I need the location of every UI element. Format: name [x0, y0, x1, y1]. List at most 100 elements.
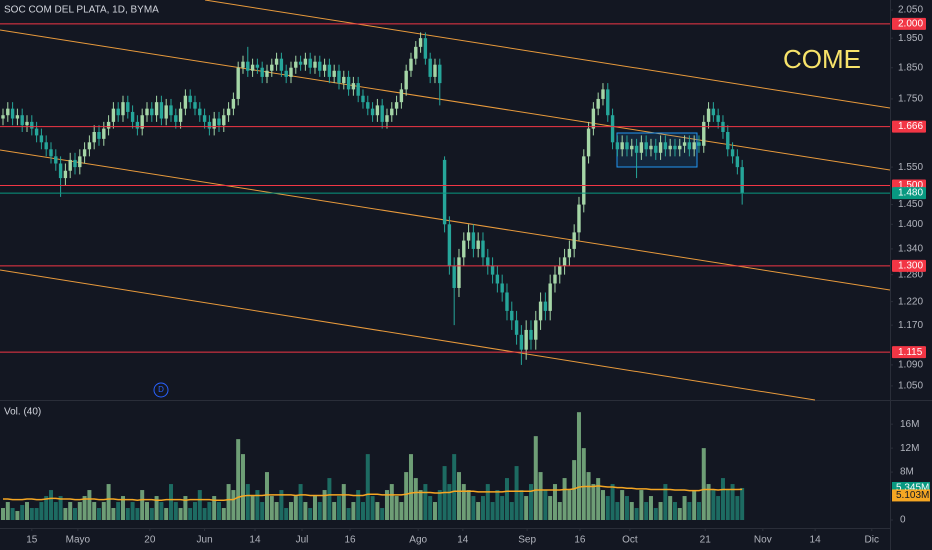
candle-body	[44, 142, 48, 150]
candle-body	[610, 115, 615, 143]
volume-bar	[519, 490, 524, 520]
candle-body	[337, 70, 341, 84]
volume-bar	[466, 490, 471, 520]
candle-body	[630, 145, 634, 150]
last-price-line-label: 1.480	[898, 188, 923, 199]
x-tick-label: 14	[457, 535, 469, 546]
volume-bar	[399, 502, 404, 520]
candle-body	[140, 115, 144, 129]
candle-body	[217, 118, 221, 126]
candle-body	[121, 102, 125, 116]
trend-line	[204, 0, 891, 109]
candle-body	[702, 121, 706, 146]
volume-bar	[293, 496, 298, 520]
candle-body	[452, 265, 456, 288]
volume-bar	[706, 484, 711, 520]
level-line-label: 1.666	[898, 121, 923, 132]
volume-bar	[5, 502, 10, 520]
candle-body	[423, 38, 428, 59]
volume-bar	[413, 478, 418, 520]
candle-body	[188, 95, 192, 103]
volume-bar	[226, 484, 231, 520]
x-tick-label: Nov	[754, 535, 772, 546]
candle-body	[58, 163, 63, 179]
volume-bar	[740, 487, 745, 520]
candle-body	[582, 156, 586, 205]
trend-line	[0, 29, 891, 171]
x-tick-label: Ago	[409, 535, 427, 546]
candle-body	[6, 108, 10, 116]
candle-body	[78, 156, 82, 168]
level-line-label: 1.500	[898, 180, 923, 191]
volume-bar	[72, 508, 77, 520]
volume-bar	[15, 511, 20, 520]
volume-bar	[682, 496, 687, 520]
volume-bar	[154, 496, 159, 520]
candle-body	[298, 61, 303, 65]
volume-bar	[687, 502, 692, 520]
candle-body	[63, 170, 68, 179]
volume-bar	[615, 502, 620, 520]
volume-bar	[144, 502, 149, 520]
volume-bar	[370, 496, 375, 520]
volume-bar	[207, 502, 212, 520]
candle-body	[111, 108, 116, 122]
candle-body	[356, 83, 360, 96]
volume-bar	[284, 508, 289, 520]
marks	[0, 32, 745, 520]
volume-bar	[692, 490, 697, 520]
volume-bar	[663, 484, 668, 520]
volume-bar	[168, 484, 173, 520]
volume-bar	[221, 508, 226, 520]
volume-bar	[557, 502, 562, 520]
candle-body	[658, 142, 663, 153]
candle-body	[82, 149, 87, 157]
y-tick-label: 1.850	[898, 62, 923, 73]
candle-body	[586, 128, 591, 157]
volume-bar	[524, 496, 529, 520]
volume-bar	[188, 508, 193, 520]
candle-body	[663, 142, 668, 150]
volume-bar	[101, 502, 106, 520]
volume-bar	[629, 502, 634, 520]
volume-bar	[125, 508, 130, 520]
volume-bar	[269, 496, 274, 520]
x-tick-label: Jun	[197, 535, 213, 546]
candle-body	[394, 102, 399, 109]
volume-bar	[197, 490, 202, 520]
volume-bar	[288, 502, 293, 520]
last-price-line-tag	[892, 187, 926, 200]
volume-bar	[725, 490, 730, 520]
candle-body	[649, 145, 653, 150]
candle-body	[505, 292, 509, 311]
volume-bar	[461, 484, 466, 520]
candle-body	[692, 142, 696, 150]
volume-bar	[96, 508, 101, 520]
candle-body	[625, 142, 629, 150]
candle-body	[318, 61, 322, 71]
volume-bar	[135, 508, 140, 520]
candle-body	[116, 108, 120, 116]
volume-bar	[572, 460, 577, 520]
y-tick-label: 1.950	[898, 33, 923, 44]
trend-line	[0, 269, 816, 401]
candle-body	[49, 149, 53, 157]
volume-bar	[212, 496, 217, 520]
volume-title: Vol. (40)	[4, 407, 41, 418]
event-marker-label: D	[158, 385, 164, 394]
volume-bar	[341, 484, 346, 520]
candle-body	[289, 67, 293, 77]
candle-body	[308, 58, 312, 68]
candle-body	[486, 257, 490, 266]
candle-body	[1, 115, 5, 119]
volume-bar	[92, 502, 97, 520]
volume-bar	[34, 508, 39, 520]
candle-body	[255, 64, 260, 68]
candle-body	[634, 145, 639, 153]
candle-body	[735, 156, 740, 168]
x-tick-label: Dic	[865, 535, 879, 546]
candle-body	[409, 58, 413, 71]
volume-bar	[394, 496, 399, 520]
volume-bar	[533, 436, 538, 520]
candle-body	[260, 67, 264, 77]
